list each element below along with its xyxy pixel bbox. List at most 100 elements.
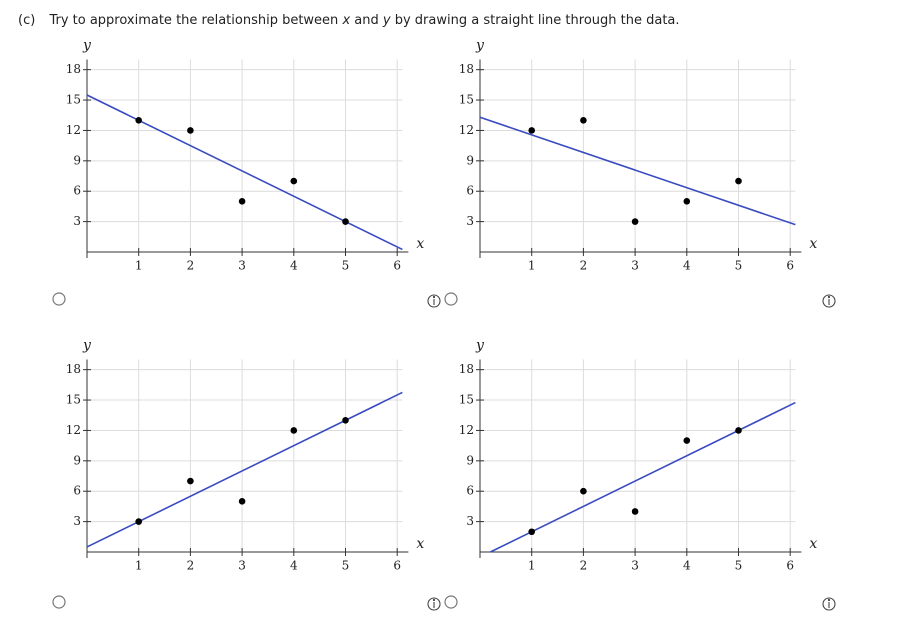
y-tick-label: 15 [459,393,474,407]
x-tick-label: 4 [290,559,298,573]
info-icon[interactable] [427,294,441,308]
y-axis-label: y [475,338,485,354]
x-tick-label: 3 [238,559,246,573]
x-axis-label: x [809,536,817,552]
data-point [683,437,691,444]
info-icon[interactable] [822,294,836,308]
y-tick-label: 9 [73,453,81,467]
x-tick-label: 2 [580,259,588,273]
data-point [135,518,142,525]
question-text: by drawing a straight line through the d… [391,13,680,28]
y-axis-label: y [475,38,485,54]
x-tick-label: 5 [735,259,743,273]
question: (c) Try to approximate the relationship … [18,13,680,28]
y-tick-label: 3 [73,514,81,528]
data-point [735,427,742,434]
x-tick-label: 2 [187,259,195,273]
x-tick-label: 1 [135,259,143,273]
x-tick-label: 3 [631,259,639,273]
x-tick-label: 6 [786,259,794,273]
x-tick-label: 3 [631,559,639,573]
question-label: (c) [18,13,35,28]
y-tick-label: 18 [66,362,81,376]
fit-line [489,401,796,553]
data-point [631,508,639,515]
x-tick-label: 5 [342,259,350,273]
data-point [580,117,587,124]
data-point [187,127,194,134]
y-tick-label: 6 [73,184,81,198]
question-text: Try to approximate the relationship betw… [48,13,342,28]
y-axis-label: y [82,338,92,354]
fit-line [86,94,403,251]
y-tick-label: 3 [466,214,474,228]
x-tick-label: 5 [342,559,350,573]
y-tick-label: 15 [459,93,474,107]
y-tick-label: 6 [466,484,474,498]
data-point [238,498,246,505]
y-tick-label: 6 [466,184,474,198]
y-tick-label: 18 [459,62,474,76]
y-tick-label: 12 [459,423,474,437]
x-tick-label: 4 [683,259,691,273]
y-tick-label: 9 [466,453,474,467]
y-tick-label: 15 [66,393,81,407]
x-tick-label: 2 [580,559,588,573]
y-tick-label: 6 [73,484,81,498]
y-tick-label: 12 [459,123,474,137]
data-point [683,198,691,205]
y-tick-label: 18 [459,362,474,376]
data-point [135,117,142,124]
y-tick-label: 3 [466,514,474,528]
x-tick-label: 6 [393,559,401,573]
x-tick-label: 1 [135,559,143,573]
y-tick-label: 18 [66,62,81,76]
y-tick-label: 12 [66,423,81,437]
data-point [342,218,349,225]
y-tick-label: 12 [66,123,81,137]
x-axis-label: x [416,236,424,252]
x-axis-label: x [416,536,424,552]
question-text: and [350,13,383,28]
data-point [528,127,535,134]
y-tick-label: 15 [66,93,81,107]
x-tick-label: 1 [528,559,536,573]
fit-line [86,391,403,548]
y-tick-label: 9 [73,153,81,167]
data-point [528,528,535,536]
data-point [342,417,349,424]
radio-button[interactable] [444,595,458,609]
x-tick-label: 4 [290,259,298,273]
x-axis-label: x [809,236,817,252]
question-text: y [382,13,391,28]
radio-button[interactable] [444,292,458,306]
radio-button[interactable] [52,292,66,306]
x-tick-label: 6 [393,259,401,273]
y-axis-label: y [82,38,92,54]
data-point [238,198,246,205]
x-tick-label: 1 [528,259,536,273]
x-tick-label: 5 [735,559,743,573]
x-tick-label: 2 [187,559,195,573]
data-point [187,477,194,485]
data-point [735,177,742,185]
data-point [580,487,587,495]
data-point [290,177,298,185]
info-icon[interactable] [822,597,836,611]
x-tick-label: 3 [238,259,246,273]
x-tick-label: 6 [786,559,794,573]
data-point [631,218,639,225]
x-tick-label: 4 [683,559,691,573]
fit-line [479,116,796,226]
question-text: x [341,13,350,28]
radio-button[interactable] [52,595,66,609]
y-tick-label: 3 [73,214,81,228]
info-icon[interactable] [427,597,441,611]
y-tick-label: 9 [466,153,474,167]
